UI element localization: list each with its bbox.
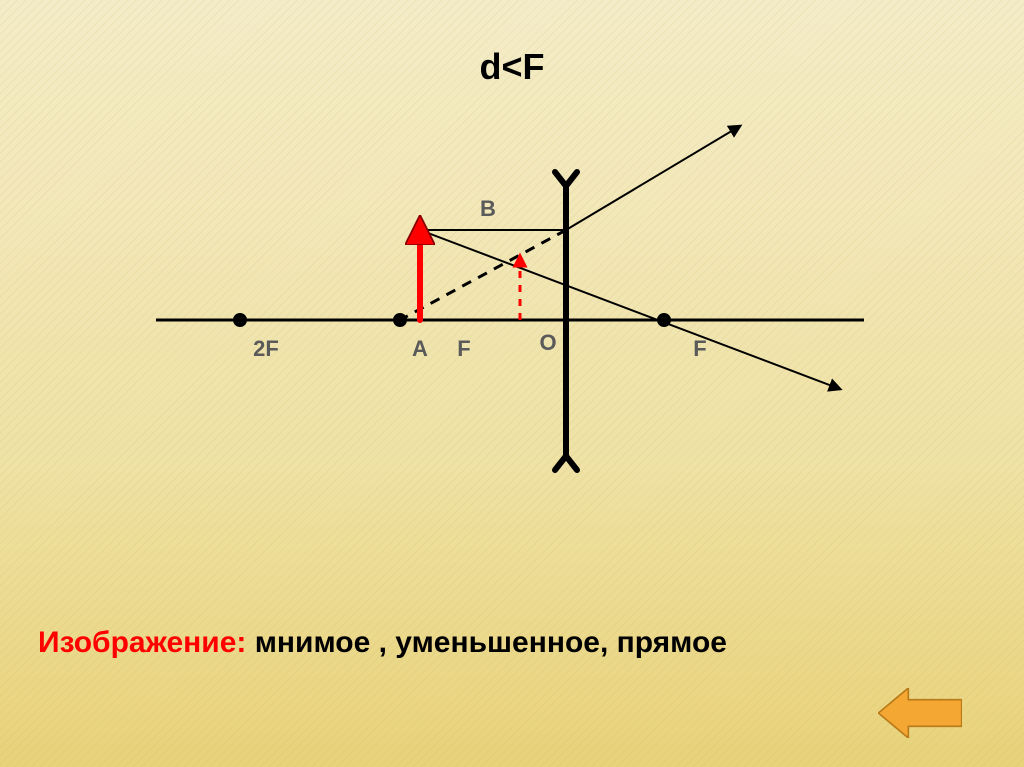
svg-text:F: F [693,336,706,361]
svg-text:O: O [539,330,556,355]
lens-diagram: 2F F O F A B [120,110,900,490]
prev-button[interactable] [878,688,962,738]
caption-value: мнимое , уменьшенное, прямое [246,626,727,659]
svg-text:B: B [480,196,496,221]
svg-text:A: A [412,336,428,361]
svg-text:F: F [457,336,470,361]
caption-label: Изображение: [38,626,246,659]
slide: d<F 2F F O F A B Изображение: мнимое , уменьш… [0,0,1024,767]
title-text: d<F [479,46,544,87]
image-caption: Изображение: мнимое , уменьшенное, прямо… [38,626,727,660]
svg-text:2F: 2F [253,336,279,361]
slide-title: d<F [0,46,1024,88]
